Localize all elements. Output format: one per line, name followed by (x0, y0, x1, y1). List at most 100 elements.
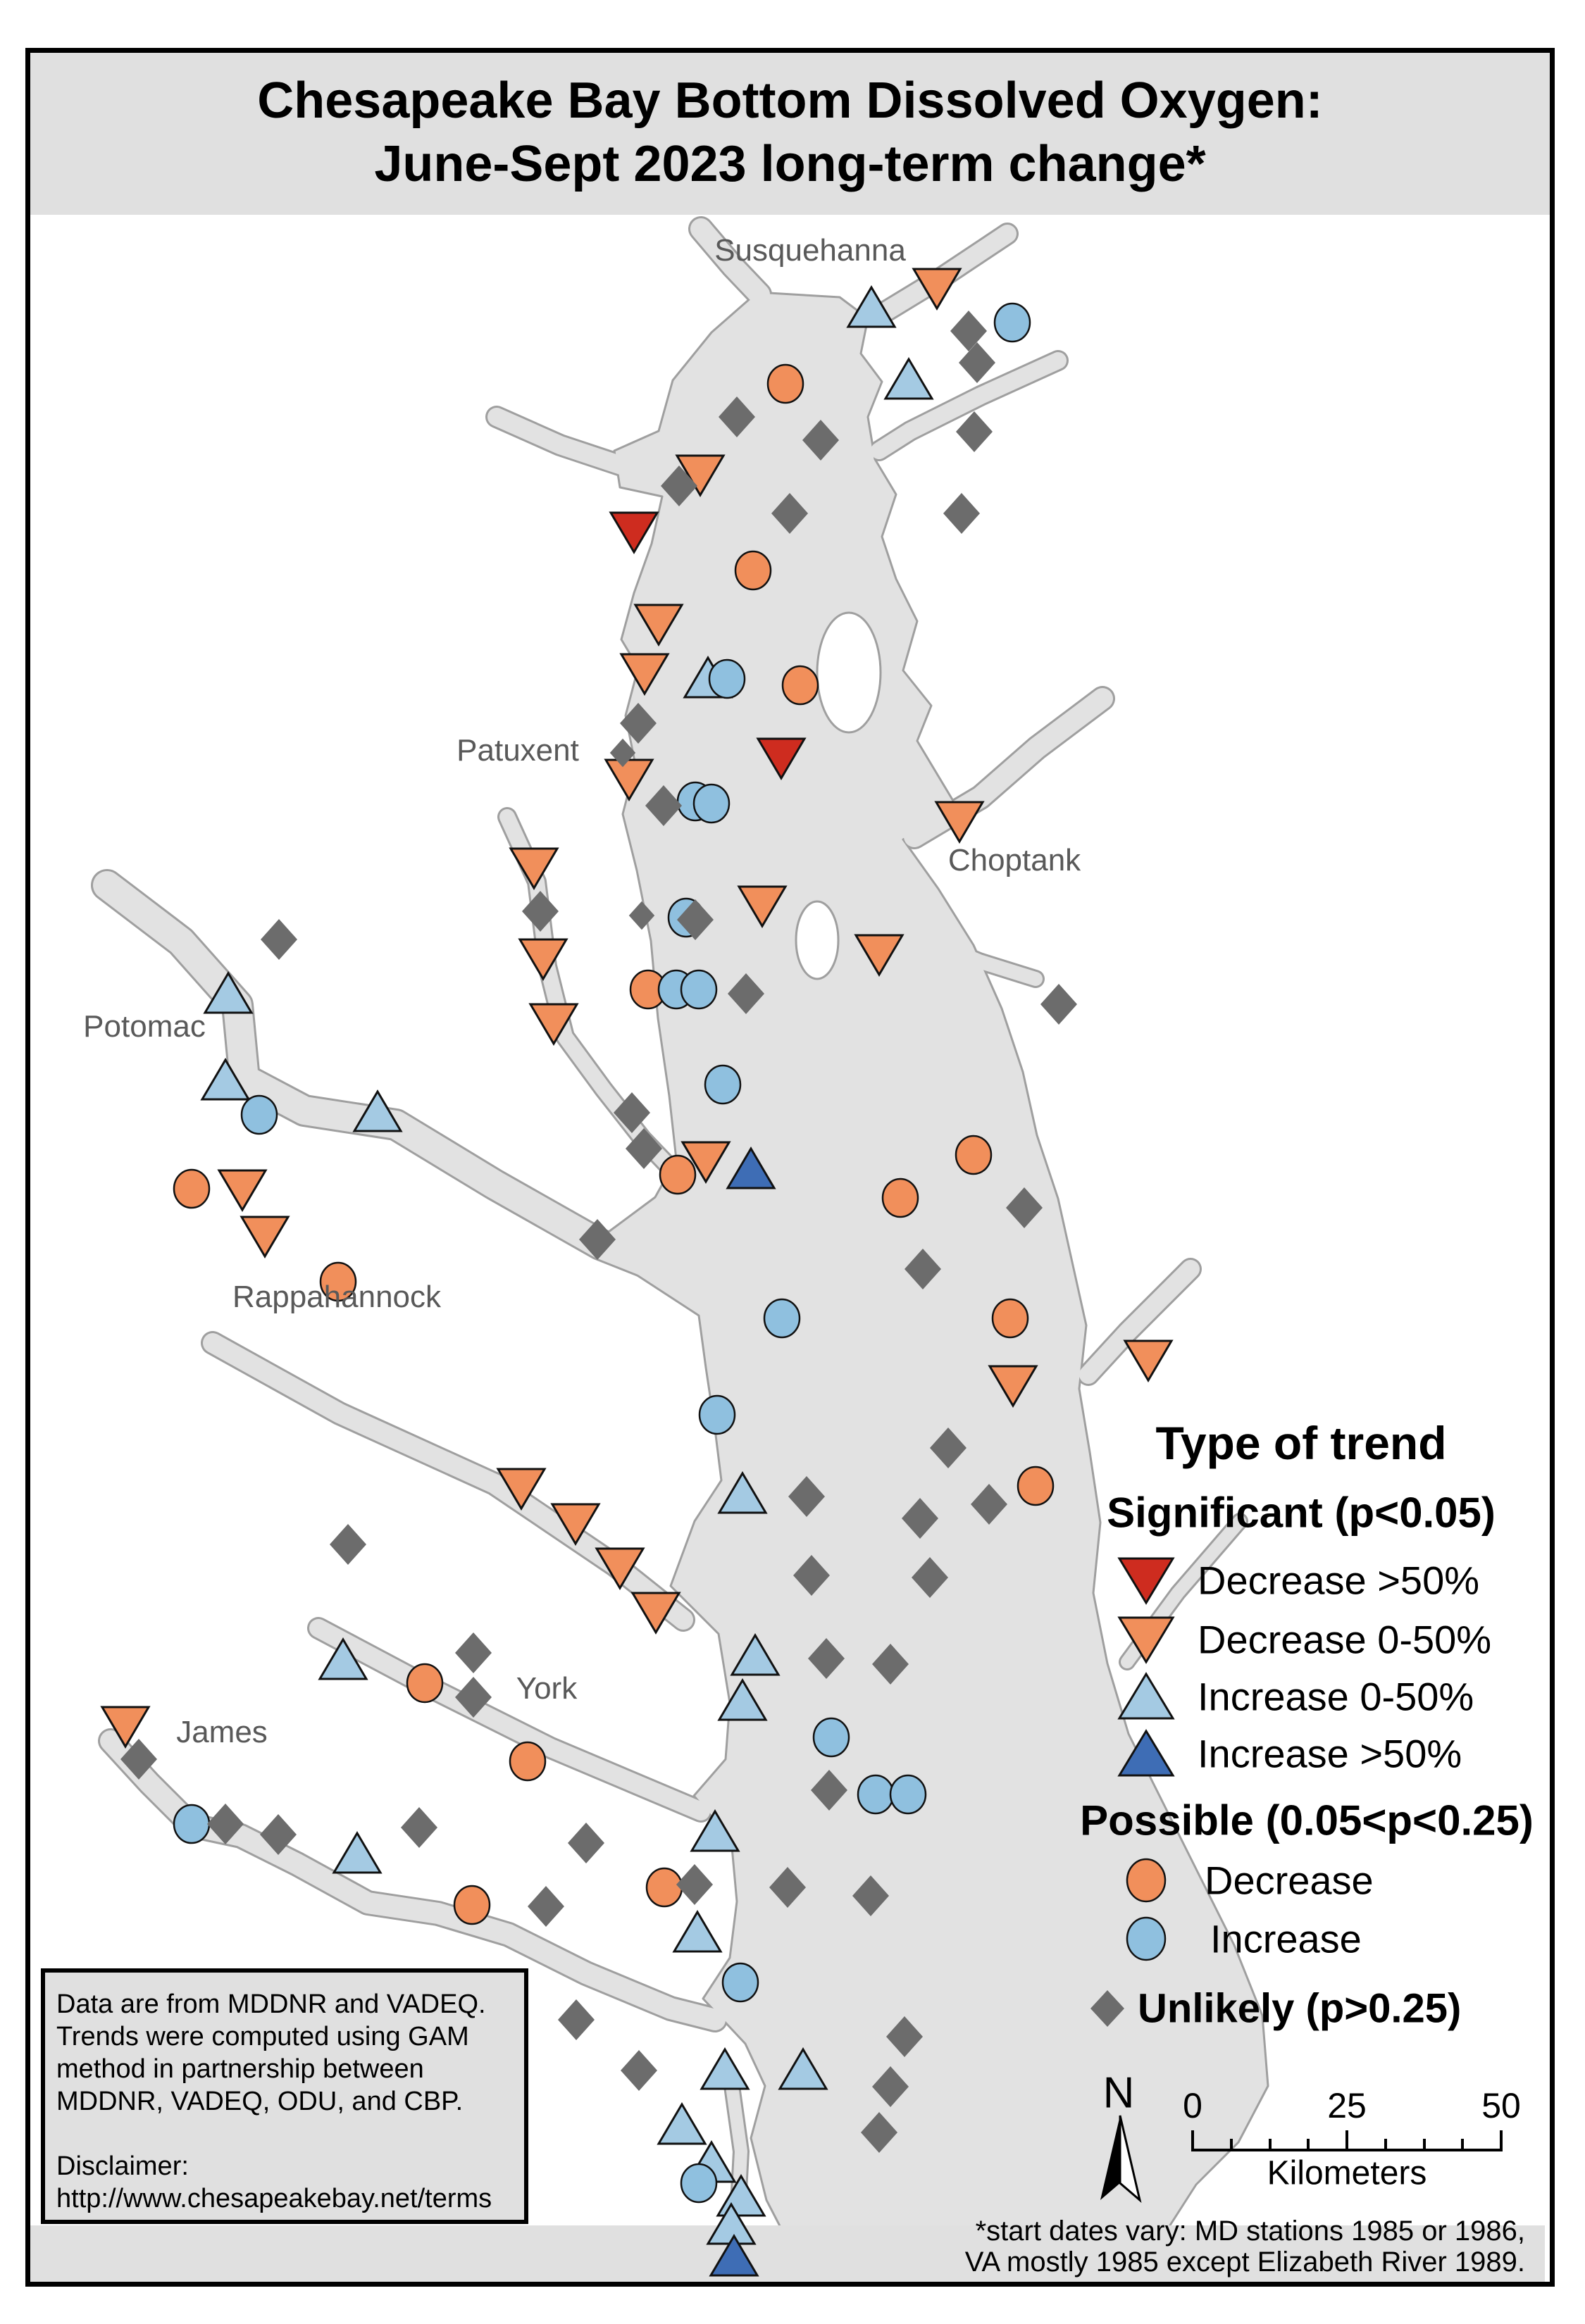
marker-significant-decrease-0-50% (240, 1216, 290, 1258)
marker-possible-increase (704, 1064, 742, 1105)
marker-significant-decrease->50% (756, 737, 807, 780)
legend-label-increase-50: Increase >50% (1198, 1731, 1462, 1776)
marker-significant-increase->50% (709, 2234, 759, 2277)
marker-unlikely (522, 891, 559, 932)
north-arrow-icon (1100, 2115, 1142, 2204)
marker-significant-decrease-0-50% (595, 1547, 645, 1590)
marker-unlikely (793, 1555, 830, 1596)
marker-unlikely (330, 1524, 366, 1565)
marker-possible-increase (993, 302, 1031, 343)
marker-significant-increase-0-50% (332, 1831, 383, 1874)
scalebar-unit: Kilometers (1267, 2154, 1427, 2192)
marker-possible-increase (692, 783, 731, 824)
page-title-line1: Chesapeake Bay Bottom Dissolved Oxygen: (257, 73, 1323, 129)
marker-unlikely (207, 1804, 244, 1844)
island (795, 900, 840, 980)
marker-significant-decrease-0-50% (737, 885, 788, 928)
marker-unlikely (614, 1092, 650, 1133)
marker-unlikely (609, 738, 636, 768)
marker-unlikely (905, 1249, 941, 1289)
kent-island (816, 611, 882, 734)
page-title-line2: June-Sept 2023 long-term change* (374, 136, 1206, 192)
marker-possible-decrease (955, 1135, 993, 1175)
marker-significant-increase-0-50% (700, 2047, 750, 2090)
scalebar-tick (1307, 2139, 1310, 2151)
footnote-line2: VA mostly 1985 except Elizabeth River 19… (964, 2247, 1525, 2278)
marker-possible-increase (173, 1804, 211, 1844)
marker-possible-decrease (734, 550, 772, 591)
marker-possible-increase (812, 1717, 850, 1758)
lightblue-up-triangle-icon (1117, 1672, 1175, 1720)
footnote-strip (30, 2225, 1545, 2282)
marker-unlikely (943, 493, 980, 534)
marker-possible-decrease (509, 1741, 547, 1782)
marker-unlikely (620, 703, 657, 744)
marker-possible-decrease (319, 1261, 357, 1302)
marker-unlikely (628, 901, 655, 930)
legend-possible-header: Possible (0.05<p<0.25) (1080, 1797, 1534, 1844)
marker-unlikely (1040, 984, 1077, 1025)
legend-label-possible-decrease: Decrease (1205, 1858, 1374, 1903)
marker-unlikely (956, 411, 993, 452)
marker-possible-increase (857, 1774, 895, 1815)
disclaimer-line: Disclaimer: (56, 2151, 189, 2181)
marker-significant-decrease-0-50% (680, 1141, 731, 1184)
footnote-line1: *start dates vary: MD stations 1985 or 1… (975, 2216, 1525, 2247)
marker-significant-increase->50% (726, 1147, 776, 1189)
scalebar-tick (1384, 2139, 1387, 2151)
darkblue-up-triangle-icon (1117, 1729, 1175, 1777)
north-label: N (1102, 2068, 1135, 2118)
legend-label-decrease-50: Decrease >50% (1198, 1558, 1480, 1603)
disclaimer-line: method in partnership between (56, 2054, 424, 2084)
marker-unlikely (861, 2112, 897, 2153)
marker-significant-decrease-0-50% (912, 268, 962, 311)
gray-diamond-icon (1090, 1990, 1124, 2027)
scalebar-tick (1191, 2130, 1194, 2151)
marker-possible-decrease (173, 1168, 211, 1209)
marker-unlikely (661, 466, 697, 506)
marker-possible-decrease (766, 363, 804, 404)
marker-unlikely (769, 1867, 806, 1908)
marker-significant-increase-0-50% (672, 1910, 723, 1953)
legend-label-increase-0-50: Increase 0-50% (1198, 1674, 1474, 1719)
marker-significant-decrease-0-50% (675, 454, 726, 497)
marker-possible-decrease (991, 1298, 1029, 1339)
marker-unlikely (886, 2016, 923, 2057)
marker-unlikely (626, 1128, 662, 1169)
disclaimer-box: Data are from MDDNR and VADEQ. Trends we… (41, 1968, 528, 2224)
marker-significant-decrease-0-50% (619, 653, 670, 696)
marker-possible-increase (680, 969, 718, 1010)
orange-circle-icon (1126, 1858, 1167, 1903)
legend-label-possible-increase: Increase (1210, 1916, 1362, 1961)
marker-unlikely (950, 311, 987, 351)
marker-unlikely (261, 919, 297, 960)
marker-unlikely (971, 1484, 1007, 1525)
legend-title: Type of trend (1155, 1417, 1447, 1469)
marker-significant-decrease-0-50% (217, 1169, 268, 1212)
marker-significant-decrease-0-50% (509, 847, 559, 890)
scalebar-tick (1423, 2139, 1426, 2151)
legend-label-decrease-0-50: Decrease 0-50% (1198, 1617, 1492, 1662)
marker-unlikely (808, 1638, 845, 1679)
marker-unlikely (676, 1864, 713, 1905)
marker-unlikely (645, 785, 682, 826)
marker-significant-decrease-0-50% (633, 604, 684, 646)
marker-possible-increase (708, 658, 746, 699)
scalebar-0: 0 (1183, 2086, 1202, 2125)
marker-significant-increase-0-50% (717, 1678, 768, 1721)
marker-unlikely (455, 1632, 492, 1673)
marker-unlikely (802, 420, 839, 461)
marker-possible-increase (721, 1962, 759, 2003)
marker-significant-decrease-0-50% (604, 758, 654, 801)
marker-significant-increase-0-50% (717, 1471, 768, 1514)
marker-significant-increase-0-50% (730, 1633, 781, 1676)
marker-significant-decrease-0-50% (988, 1365, 1038, 1408)
marker-unlikely (771, 493, 808, 534)
marker-significant-increase-0-50% (352, 1089, 403, 1132)
marker-possible-decrease (645, 1867, 683, 1908)
marker-unlikely (455, 1677, 492, 1718)
scalebar-tick (1500, 2130, 1503, 2151)
